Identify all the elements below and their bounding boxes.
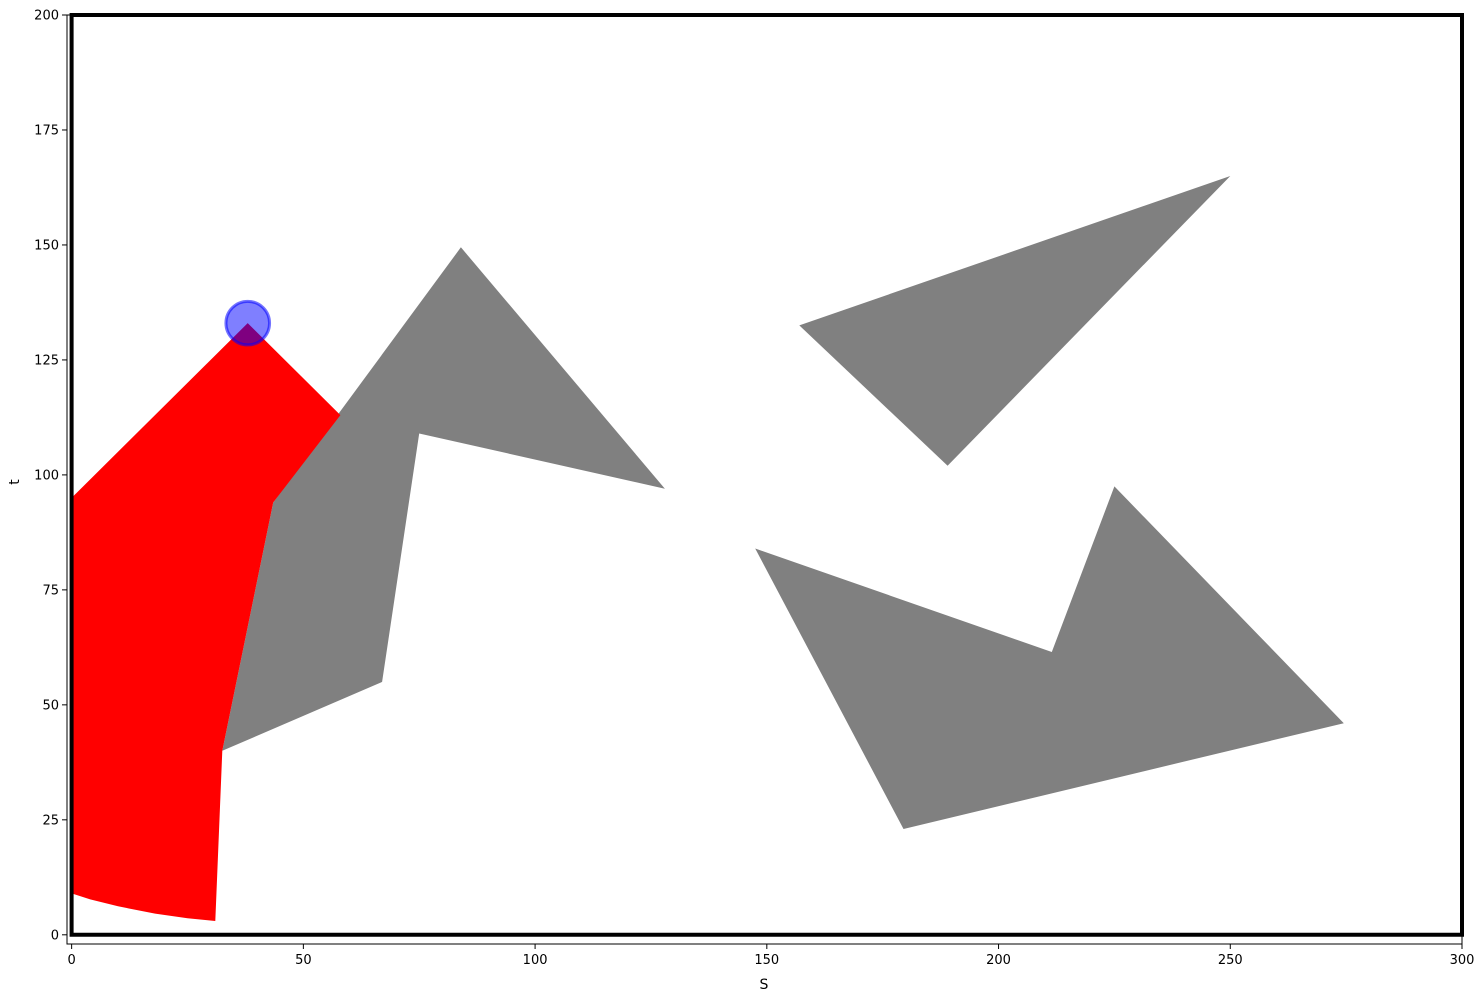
y-tick-label: 0 (51, 928, 59, 943)
y-tick-label: 75 (42, 583, 59, 598)
obstacle-polygon-1 (222, 247, 665, 751)
x-ticks: 0 50 100 150 200 250 300 (67, 944, 1474, 968)
axes-frame (66, 14, 1463, 945)
obstacle-polygon-3 (755, 486, 1344, 829)
region-layer (71, 323, 341, 922)
plot-area (69, 13, 1464, 937)
y-tick-label: 175 (34, 123, 59, 138)
x-axis-label: S (760, 977, 769, 993)
y-tick-label: 50 (42, 698, 59, 713)
y-tick-label: 200 (34, 9, 59, 24)
x-tick-label: 200 (986, 953, 1011, 968)
agent-marker (224, 299, 272, 347)
y-axis-label: t (7, 479, 23, 485)
x-tick-label: 300 (1450, 953, 1475, 968)
axes: 0 50 100 150 200 250 300 0 25 50 75 100 125 150 175 20… (7, 9, 1474, 994)
obstacle-polygon-2 (799, 176, 1231, 466)
x-tick-label: 150 (754, 953, 779, 968)
y-tick-label: 125 (34, 353, 59, 368)
x-tick-label: 100 (523, 953, 548, 968)
x-tick-label: 250 (1218, 953, 1243, 968)
x-tick-label: 0 (67, 953, 75, 968)
obstacle-layer (222, 176, 1344, 829)
y-tick-label: 25 (42, 813, 59, 828)
y-tick-label: 100 (34, 468, 59, 483)
agent-layer (224, 299, 272, 347)
y-ticks: 0 25 50 75 100 125 150 175 200 (34, 9, 67, 943)
y-tick-label: 150 (34, 238, 59, 253)
reachable-region (71, 323, 341, 922)
x-tick-label: 50 (295, 953, 312, 968)
